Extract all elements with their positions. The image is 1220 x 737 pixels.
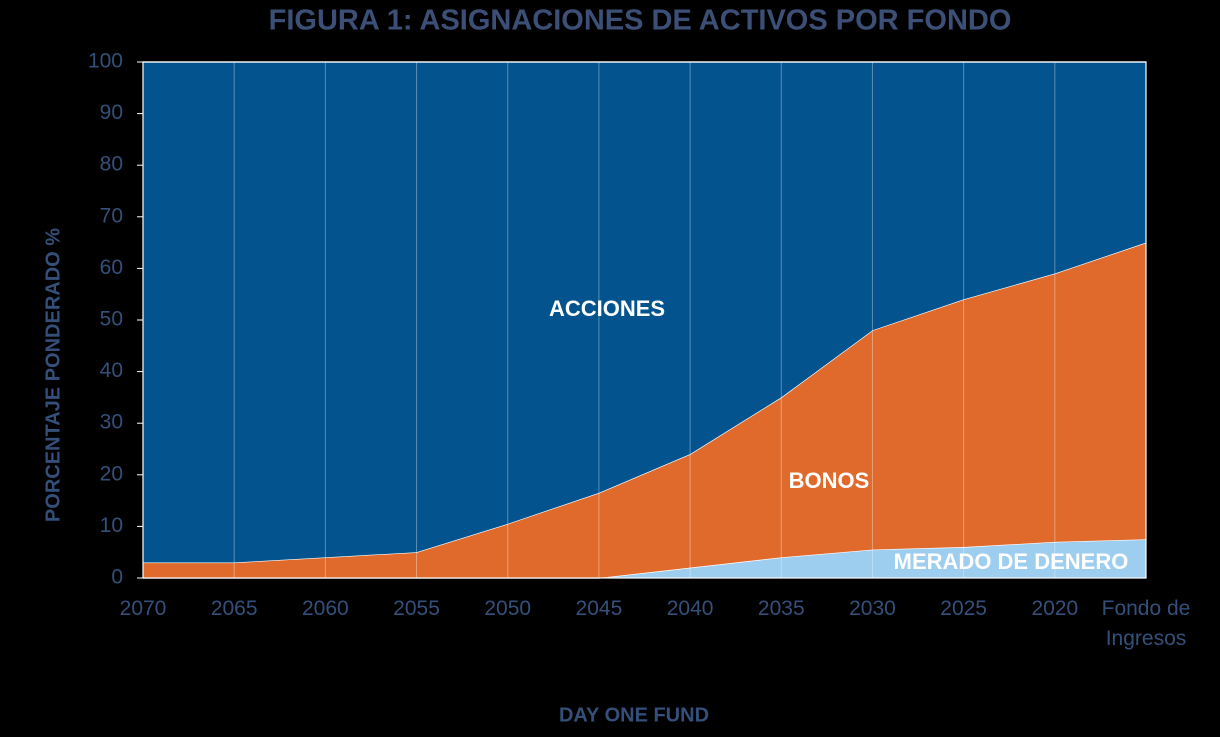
y-tick-label: 50: [100, 308, 123, 331]
y-tick-label: 30: [100, 411, 123, 434]
y-tick-label: 90: [100, 101, 123, 124]
area: [143, 242, 1146, 578]
x-tick-label: 2055: [393, 597, 440, 620]
y-axis-label: PORCENTAJE PONDERADO %: [42, 228, 64, 522]
chart-title: FIGURA 1: ASIGNACIONES DE ACTIVOS POR FO…: [269, 5, 1012, 37]
y-tick-label: 80: [100, 153, 123, 176]
y-tick-label: 70: [100, 204, 123, 227]
y-tick-label: 0: [111, 566, 123, 589]
x-tick-label: 2060: [302, 597, 349, 620]
x-tick-label: 2040: [666, 597, 714, 620]
x-tick-label: 2035: [757, 597, 805, 620]
y-tick-label: 100: [88, 50, 123, 73]
x-tick-label: 2020: [1031, 597, 1079, 620]
y-tick-label: 20: [100, 462, 123, 485]
series-label: ACCIONES: [549, 296, 665, 321]
x-tick-label: 2045: [575, 597, 623, 620]
series-label: MERADO DE DENERO: [894, 549, 1129, 574]
x-axis-label: DAY ONE FUND: [559, 704, 709, 726]
y-tick-label: 60: [100, 256, 123, 279]
y-tick-label: 40: [100, 359, 123, 382]
x-tick-label: 2050: [484, 597, 532, 620]
x-tick-label: 2070: [119, 597, 167, 620]
x-tick-label: 2030: [849, 597, 896, 620]
x-tick-label: 2025: [940, 597, 987, 620]
y-tick-label: 10: [100, 514, 123, 537]
x-tick-label: 2065: [210, 597, 258, 620]
series-label: BONOS: [789, 468, 870, 493]
x-tick-label: Fondo de Ingresos: [1101, 597, 1191, 650]
area: [143, 539, 1146, 578]
area: [143, 62, 1146, 563]
